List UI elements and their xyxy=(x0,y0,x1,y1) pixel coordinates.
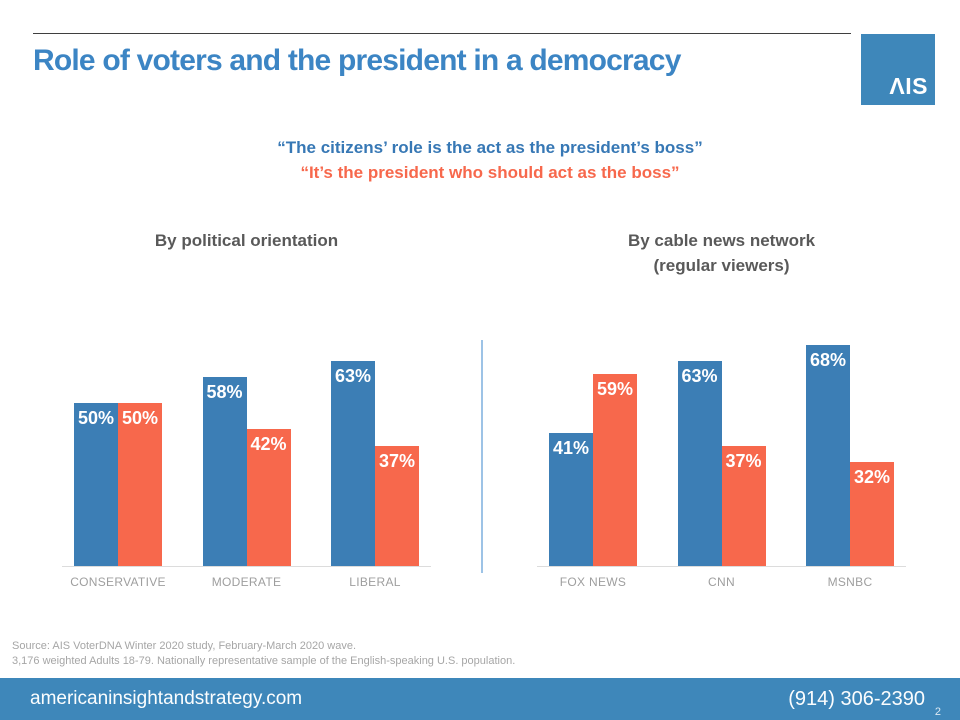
bar-president-boss-fox-news: 59% xyxy=(593,374,637,566)
bar-group-moderate: 58% 42% xyxy=(202,377,291,566)
bar-value-label: 50% xyxy=(77,408,115,428)
bar-value-label: 63% xyxy=(334,366,372,386)
source-line-2: 3,176 weighted Adults 18-79. Nationally … xyxy=(12,655,516,667)
bar-value-label: 37% xyxy=(378,451,416,471)
bar-value-label: 68% xyxy=(809,350,847,370)
chart-cable-news: By cable news network (regular viewers) … xyxy=(537,228,906,589)
category-label: CNN xyxy=(708,575,735,589)
chart-divider xyxy=(481,340,483,573)
plot-area: 41% 59% 63% 37% 68% 32% FOX NEWS CNN MSNBC xyxy=(537,338,906,589)
category-label: LIBERAL xyxy=(349,575,401,589)
bars-area: 50% 50% 58% 42% 63% 37% xyxy=(62,338,431,567)
bar-group-cnn: 63% 37% xyxy=(677,361,766,566)
quote-citizens-boss: “The citizens’ role is the act as the pr… xyxy=(277,138,703,157)
page-title: Role of voters and the president in a de… xyxy=(33,44,681,77)
bar-group-fox-news: 41% 59% xyxy=(549,374,637,566)
bar-citizens-boss-cnn: 63% xyxy=(677,361,722,566)
category-label: CONSERVATIVE xyxy=(70,575,166,589)
chart-subtitle: (regular viewers) xyxy=(653,256,790,275)
survey-question-quotes: “The citizens’ role is the act as the pr… xyxy=(90,135,890,185)
chart-political-orientation: By political orientation 50% 50% 58% 42% 63%… xyxy=(62,228,431,589)
category-label: FOX NEWS xyxy=(559,575,627,589)
bar-president-boss-msnbc: 32% xyxy=(850,462,894,566)
bar-value-label: 50% xyxy=(121,408,159,428)
bar-value-label: 63% xyxy=(681,366,718,386)
bar-value-label: 37% xyxy=(725,451,762,471)
bar-president-boss-liberal: 37% xyxy=(375,446,419,566)
bar-group-liberal: 63% 37% xyxy=(331,361,419,566)
quote-president-boss: “It’s the president who should act as th… xyxy=(300,163,680,182)
bar-value-label: 58% xyxy=(206,382,243,402)
bar-citizens-boss-liberal: 63% xyxy=(331,361,375,566)
bar-group-conservative: 50% 50% xyxy=(74,403,162,566)
bar-group-msnbc: 68% 32% xyxy=(806,345,894,566)
source-line-1: Source: AIS VoterDNA Winter 2020 study, … xyxy=(12,640,357,652)
bar-value-label: 41% xyxy=(552,438,590,458)
plot-area: 50% 50% 58% 42% 63% 37% CONSERVATIVE MODERATE L… xyxy=(62,338,431,589)
chart-title: By cable news network xyxy=(627,231,816,250)
bar-citizens-boss-conservative: 50% xyxy=(74,403,118,566)
top-rule xyxy=(33,33,851,34)
bar-value-label: 59% xyxy=(596,379,634,399)
footer-bar: americaninsightandstrategy.com (914) 306… xyxy=(0,678,960,720)
bar-president-boss-moderate: 42% xyxy=(246,429,291,566)
category-label: MODERATE xyxy=(211,575,282,589)
ais-logo: ΛIS xyxy=(861,34,935,105)
source-note: Source: AIS VoterDNA Winter 2020 study, … xyxy=(12,639,515,669)
category-labels: FOX NEWS CNN MSNBC xyxy=(537,575,906,589)
category-labels: CONSERVATIVE MODERATE LIBERAL xyxy=(62,575,431,589)
bar-value-label: 32% xyxy=(853,467,891,487)
bar-president-boss-conservative: 50% xyxy=(118,403,162,566)
bar-president-boss-cnn: 37% xyxy=(721,446,766,566)
bar-citizens-boss-msnbc: 68% xyxy=(806,345,850,566)
category-label: MSNBC xyxy=(827,575,873,589)
footer-website: americaninsightandstrategy.com xyxy=(30,688,303,709)
footer-phone: (914) 306-2390 xyxy=(788,688,925,710)
ais-logo-text: ΛIS xyxy=(889,73,928,99)
chart-title: By political orientation xyxy=(154,231,339,250)
bar-citizens-boss-moderate: 58% xyxy=(202,377,247,566)
bars-area: 41% 59% 63% 37% 68% 32% xyxy=(537,338,906,567)
bar-citizens-boss-fox-news: 41% xyxy=(549,433,593,566)
bar-value-label: 42% xyxy=(250,434,287,454)
page-number: 2 xyxy=(934,706,941,718)
